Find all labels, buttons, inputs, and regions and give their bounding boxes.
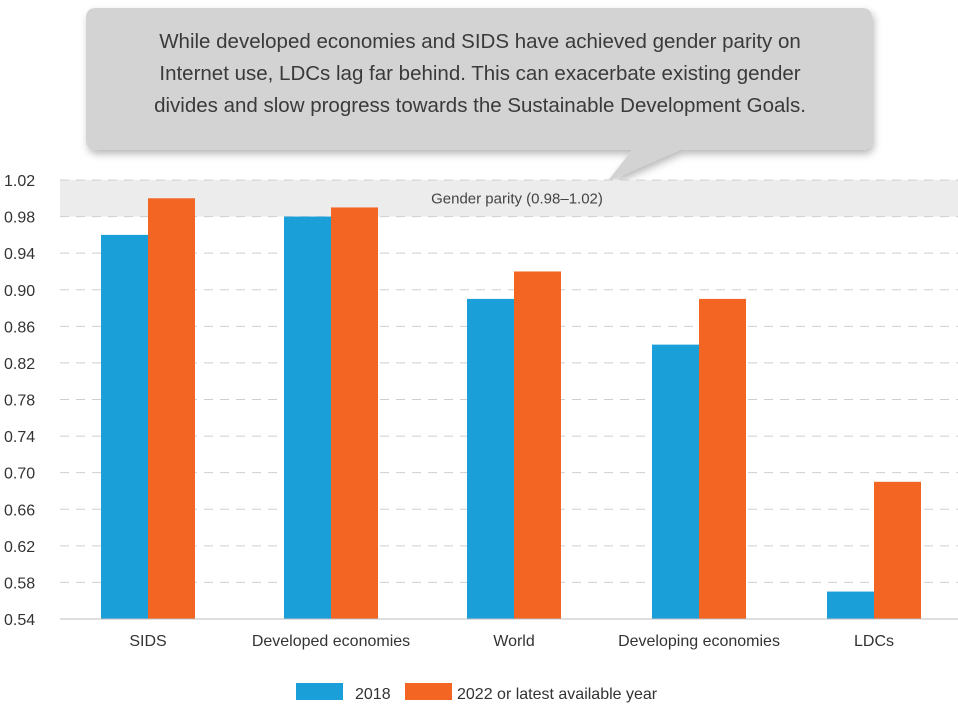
category-label: Developed economies — [252, 633, 410, 650]
y-tick-label: 0.74 — [4, 429, 35, 446]
y-tick-label: 0.70 — [4, 466, 35, 483]
bar-latest-world — [514, 271, 561, 619]
category-label: SIDS — [129, 633, 166, 650]
y-tick-label: 0.58 — [4, 575, 35, 592]
y-tick-label: 0.90 — [4, 283, 35, 300]
category-label: LDCs — [854, 633, 894, 650]
y-tick-label: 0.66 — [4, 502, 35, 519]
bars — [101, 198, 921, 620]
y-tick-label: 0.82 — [4, 356, 35, 373]
bar-2018-world — [467, 298, 514, 619]
callout: While developed economies and SIDS have … — [86, 8, 872, 182]
bar-latest-sids — [148, 198, 195, 619]
y-tick-label: 0.98 — [4, 210, 35, 227]
legend-swatch — [296, 683, 343, 700]
y-tick-label: 0.86 — [4, 319, 35, 336]
category-label: World — [493, 633, 535, 650]
bar-latest-developing-economies — [699, 298, 746, 619]
bar-2018-sids — [101, 234, 148, 619]
y-tick-label: 0.54 — [4, 612, 35, 629]
legend: 2018 2022 or latest available year — [296, 683, 658, 703]
y-tick-label: 1.02 — [4, 173, 35, 190]
bar-2018-developing-economies — [652, 344, 699, 619]
category-label: Developing economies — [618, 633, 780, 650]
y-tick-label: 0.62 — [4, 539, 35, 556]
y-tick-label: 0.94 — [4, 246, 35, 263]
callout-line-3: divides and slow progress towards the Su… — [154, 94, 806, 117]
bar-latest-developed-economies — [331, 207, 378, 619]
parity-band: Gender parity (0.98–1.02) — [60, 180, 958, 217]
callout-line-2: Internet use, LDCs lag far behind. This … — [159, 62, 800, 85]
callout-bubble — [86, 8, 872, 182]
bar-latest-ldcs — [874, 481, 921, 619]
y-tick-labels: 1.02 0.98 0.94 0.90 0.86 0.82 0.78 0.74 0.70 0.66… — [4, 173, 35, 629]
legend-swatch — [405, 683, 452, 700]
callout-line-1: While developed economies and SIDS have … — [159, 30, 801, 53]
category-labels: SIDS Developed economies World Developing e… — [129, 633, 894, 650]
legend-label: 2022 or latest available year — [457, 686, 658, 703]
bar-2018-developed-economies — [284, 216, 331, 620]
y-tick-label: 0.78 — [4, 393, 35, 410]
legend-label: 2018 — [355, 686, 391, 703]
bar-2018-ldcs — [827, 591, 874, 619]
parity-band-rect — [60, 180, 958, 217]
parity-band-label: Gender parity (0.98–1.02) — [431, 190, 603, 207]
